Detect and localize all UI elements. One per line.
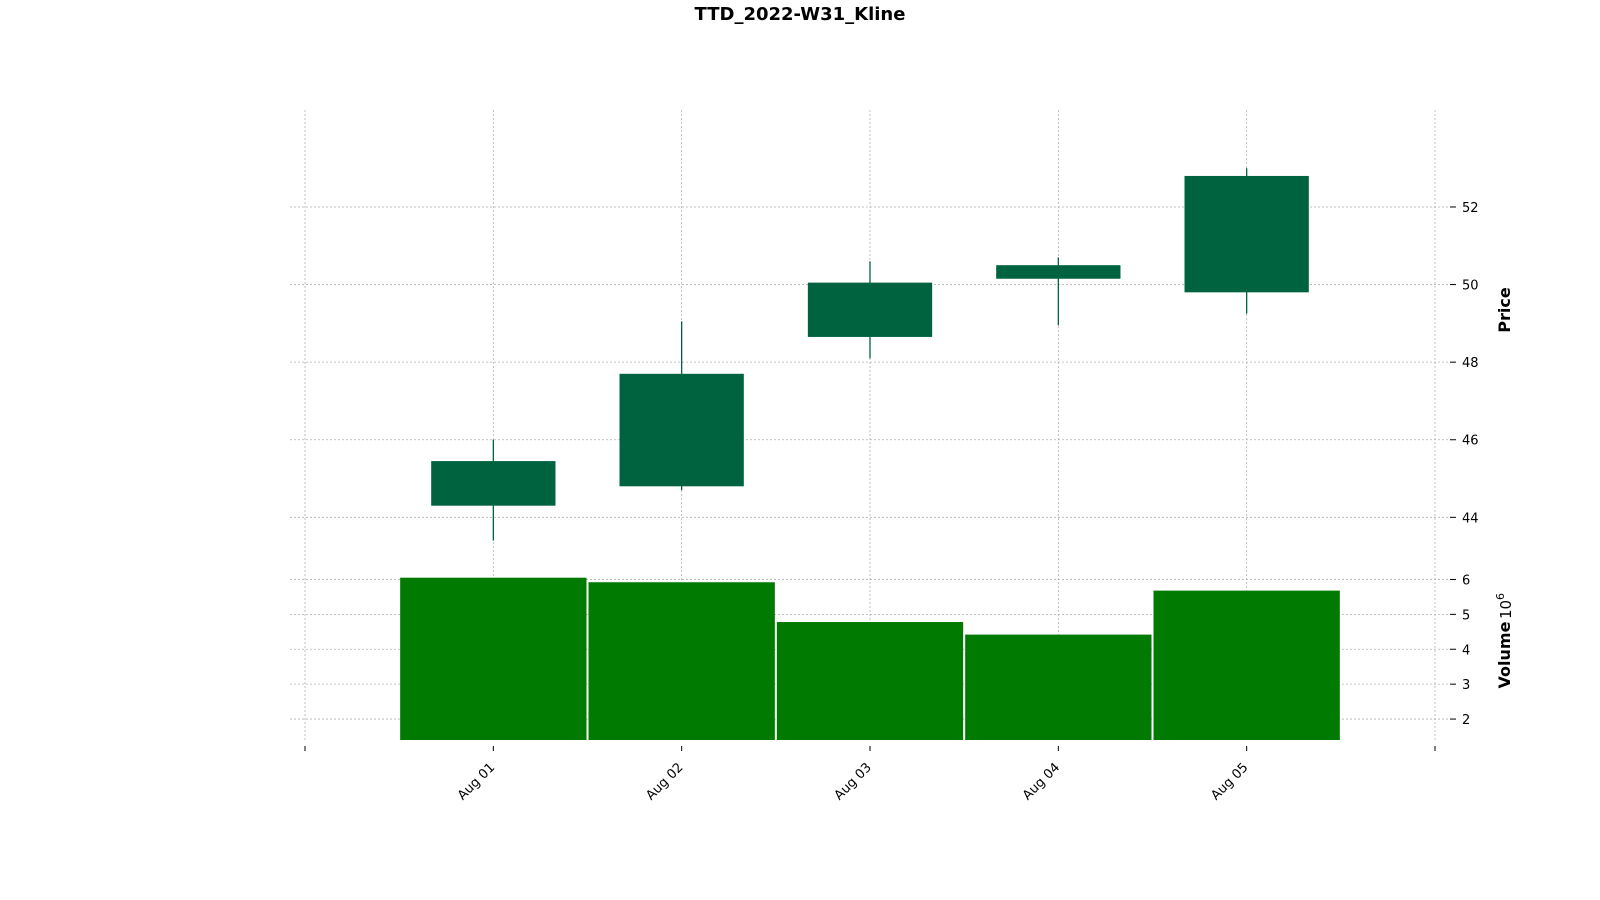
volume-multiplier: 106 [1494,593,1515,619]
price-tick-label: 46 [1462,434,1479,449]
x-tick-label: Aug 04 [1020,760,1063,803]
candle-body [431,461,556,506]
volume-bar [1153,590,1340,740]
volume-tick-label: 2 [1462,713,1470,728]
candle-body [1184,175,1309,293]
volume-tick-label: 5 [1462,608,1470,623]
volume-tick-label: 3 [1462,678,1470,693]
price-panel: 44 46 48 50 52 [290,110,1479,560]
volume-multiplier-exponent: 6 [1494,593,1507,600]
candle-body [996,265,1121,279]
volume-axis-label: Volume [1495,621,1514,688]
volume-bar [588,582,775,740]
volume-multiplier-base: 10 [1497,600,1515,619]
volume-bar [776,622,964,740]
x-tick-label: Aug 01 [455,760,498,803]
x-tick-label: Aug 02 [643,760,686,803]
x-tick-label: Aug 05 [1208,760,1251,803]
volume-bar [400,577,587,740]
price-tick-label: 52 [1462,201,1479,216]
candle-body [807,282,933,337]
chart-title: TTD_2022-W31_Kline [694,4,906,25]
volume-bar [965,634,1152,740]
candle-body [619,373,744,487]
x-axis: Aug 01 Aug 02 Aug 03 Aug 04 Aug 05 [304,746,1436,803]
price-axis-label: Price [1495,287,1514,333]
price-tick-label: 50 [1462,279,1479,294]
volume-panel: 2 3 4 5 6 [290,562,1470,740]
price-tick-label: 44 [1462,511,1479,526]
volume-tick-label: 4 [1462,643,1470,658]
price-tick-label: 48 [1462,356,1479,371]
volume-tick-label: 6 [1462,573,1470,588]
x-tick-label: Aug 03 [832,760,875,803]
